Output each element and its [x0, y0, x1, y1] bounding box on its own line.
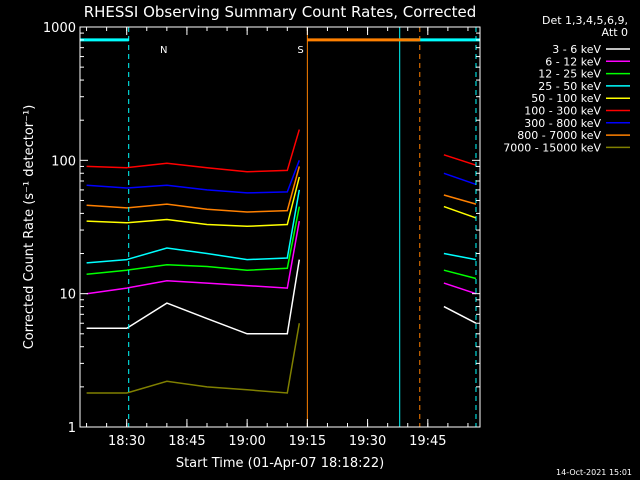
series-100-300-kev-segment-1: [86, 129, 301, 173]
series-100-300-kev-segment-2: [443, 154, 477, 166]
y-tick-label: 1: [68, 421, 76, 436]
x-tick-label: 18:30: [108, 434, 145, 449]
legend-label-25-50-kev: 25 - 50 keV: [538, 80, 601, 93]
series-7000-15000-kev-segment-1: [86, 323, 301, 394]
series-300-800-kev-segment-2: [443, 172, 477, 186]
y-tick-label: 1000: [43, 21, 76, 36]
series-800-7000-kev-segment-2: [443, 194, 477, 205]
flag-label-n: N: [160, 45, 167, 56]
legend-label-3-6-kev: 3 - 6 keV: [552, 43, 601, 56]
series-50-100-kev-segment-2: [443, 205, 477, 219]
x-tick-label: 19:30: [349, 434, 386, 449]
legend-label-7000-15000-kev: 7000 - 15000 keV: [503, 141, 601, 154]
y-axis-label: Corrected Count Rate (s⁻¹ detector⁻¹): [22, 105, 37, 350]
legend-label-50-100-kev: 50 - 100 keV: [531, 92, 601, 105]
footer-date: 14-Oct-2021 15:01: [556, 468, 632, 477]
series-25-50-kev-segment-1: [86, 189, 301, 264]
chart-title: RHESSI Observing Summary Count Rates, Co…: [84, 3, 477, 21]
x-tick-label: 19:15: [289, 434, 326, 449]
series-layer: [86, 129, 477, 394]
series-12-25-kev-segment-1: [86, 206, 301, 275]
legend-header-line: Det 1,3,4,5,6,9,: [542, 14, 628, 27]
series-800-7000-kev-segment-1: [86, 166, 301, 213]
legend-label-800-7000-kev: 800 - 7000 keV: [517, 129, 601, 142]
x-axis-label: Start Time (01-Apr-07 18:18:22): [176, 456, 384, 471]
legend-label-100-300-kev: 100 - 300 keV: [524, 105, 601, 118]
legend-label-12-25-kev: 12 - 25 keV: [538, 68, 601, 81]
x-tick-label: 19:45: [409, 434, 446, 449]
series-3-6-kev-segment-2: [443, 305, 477, 324]
series-300-800-kev-segment-1: [86, 160, 301, 194]
series-6-12-kev-segment-2: [443, 282, 477, 295]
plot-frame: [79, 26, 481, 428]
series-25-50-kev-segment-2: [443, 252, 477, 261]
legend-label-6-12-kev: 6 - 12 keV: [545, 55, 601, 68]
x-tick-label: 18:45: [168, 434, 205, 449]
series-12-25-kev-segment-2: [443, 269, 477, 280]
legend-label-300-800-kev: 300 - 800 keV: [524, 117, 601, 130]
x-tick-label: 19:00: [228, 434, 265, 449]
y-tick-label: 10: [59, 288, 76, 303]
series-50-100-kev-segment-1: [86, 176, 301, 228]
legend-header-line: Att 0: [602, 26, 628, 39]
axis-layer: 1 10 100 1000 18:30 18:45 19:00 19:15 19:30 19:45: [43, 21, 480, 449]
series-6-12-kev-segment-1: [86, 220, 301, 295]
flag-label-s: S: [297, 45, 303, 56]
series-3-6-kev-segment-1: [86, 259, 301, 335]
y-tick-label: 100: [51, 154, 76, 169]
